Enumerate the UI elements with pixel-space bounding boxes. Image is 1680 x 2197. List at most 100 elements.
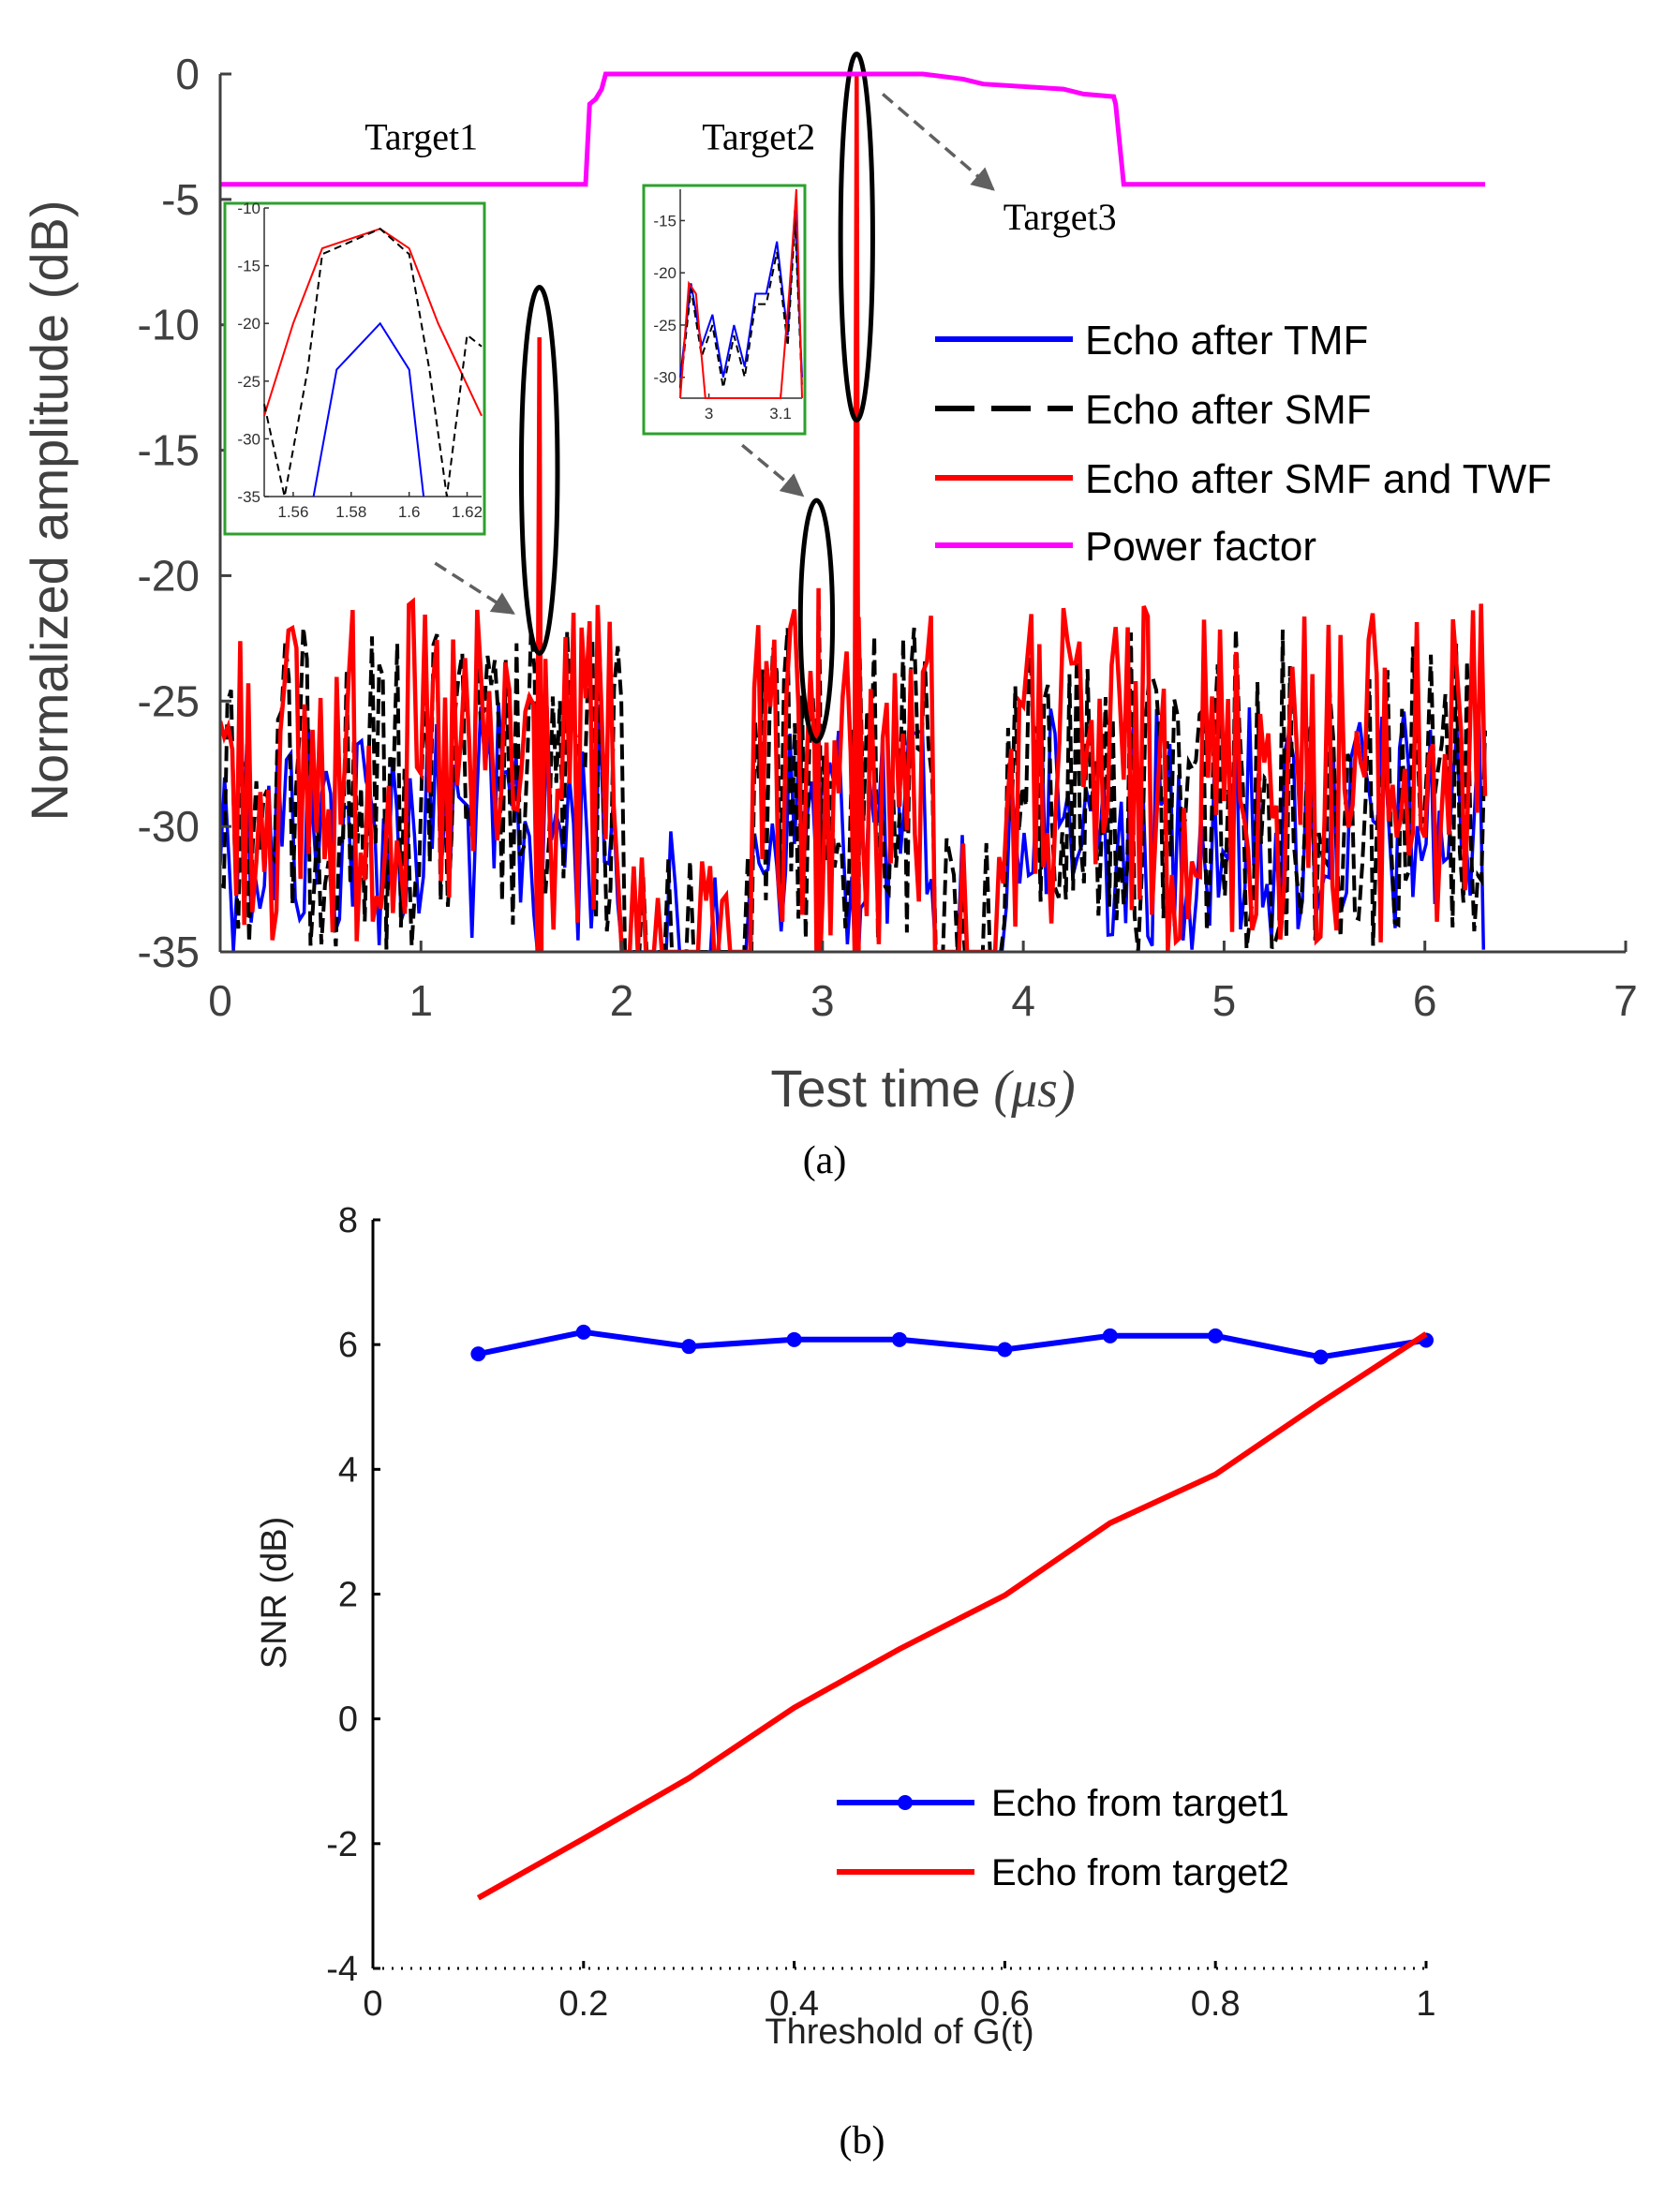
power-factor-series: [220, 71, 1485, 187]
x-tick-label-a-3: 3: [810, 976, 835, 1025]
inset-arrow-1: [741, 443, 805, 497]
inset1-line-smf: [263, 228, 483, 497]
y-ticks-b: 8 6 4 2 0 -2 -4: [326, 1201, 380, 1989]
inset2-y-tick-label-0: -15: [653, 212, 676, 230]
chart-panel-a: 0 1 2 3 4 5 6 7 0 -5 -10 -15 -20 -25 -30 -35 Test time…: [20, 50, 1638, 1182]
inset1-y-tick-label-0: -10: [237, 200, 260, 217]
legend-label-twf: Echo after SMF and TWF: [1085, 456, 1552, 502]
x-tick-label-a-1: 1: [409, 976, 433, 1025]
series-line-t2: [476, 1331, 1428, 1901]
x-tick-label-b-2: 0.4: [769, 1984, 819, 2024]
inset1-x-tick-label-3: 1.62: [452, 503, 483, 521]
inset1-y-tick-label-5: -35: [237, 488, 260, 506]
x-tick-label-b-4: 0.8: [1191, 1984, 1241, 2024]
y-ticks-a: 0 -5 -10 -15 -20 -25 -30 -35: [138, 50, 231, 976]
inset2-line-twf: [679, 188, 803, 399]
y-tick-label-a-6: -30: [138, 802, 200, 851]
legend-entry-twf: Echo after SMF and TWF: [935, 456, 1552, 502]
legend-a: Echo after TMF Echo after SMF Echo after…: [935, 318, 1552, 570]
inset1-x-tick-label-2: 1.6: [398, 503, 421, 521]
inset1-y-tick-label-3: -25: [237, 373, 260, 391]
inset1-y-tick-label-2: -20: [237, 315, 260, 333]
x-axis-label-a: Test time (μs): [770, 1059, 1075, 1119]
echo-smf-line: [220, 74, 1487, 952]
legend-label-tmf: Echo after TMF: [1085, 318, 1368, 364]
panel-label-a: (a): [803, 1139, 847, 1182]
point-t1-1: [575, 1324, 591, 1340]
point-t1-7: [1208, 1328, 1224, 1343]
y-axis-label-b: SNR (dB): [255, 1517, 294, 1670]
legend-label-smf: Echo after SMF: [1085, 387, 1372, 433]
inset-target2: 3 3.1 -15 -20 -25 -30: [642, 184, 807, 436]
legend-label-target2: Echo from target2: [991, 1852, 1289, 1893]
y-tick-label-b-5: -2: [326, 1825, 358, 1864]
y-tick-label-b-4: 0: [338, 1700, 358, 1740]
x-tick-label-a-6: 6: [1413, 976, 1437, 1025]
peak-ellipse-0: [518, 285, 560, 656]
x-tick-label-b-5: 1: [1416, 1984, 1435, 2024]
inset1-line-tmf: [312, 321, 425, 497]
y-tick-label-b-1: 6: [338, 1326, 358, 1365]
x-tick-label-a-4: 4: [1011, 976, 1035, 1025]
legend-label-power: Power factor: [1085, 524, 1316, 570]
inset2-line-tmf: [679, 210, 803, 378]
point-t1-5: [997, 1342, 1013, 1358]
y-tick-label-a-0: 0: [175, 50, 200, 98]
inset2-y-tick-label-2: -25: [653, 317, 676, 334]
point-t1-0: [470, 1346, 486, 1362]
inset1-x-tick-label-1: 1.58: [335, 503, 366, 521]
inset2-x-tick-label-0: 3: [705, 405, 713, 423]
legend-entry-tmf: Echo after TMF: [935, 318, 1368, 364]
point-t1-8: [1313, 1349, 1329, 1365]
y-tick-label-b-3: 2: [338, 1576, 358, 1615]
legend-b: Echo from target1 Echo from target2: [837, 1783, 1289, 1893]
inset1-x-tick-label-0: 1.56: [277, 503, 308, 521]
echo-twf-line: [220, 74, 1488, 952]
series-b: [470, 1324, 1434, 1901]
x-ticks-a: 0 1 2 3 4 5 6 7: [208, 941, 1638, 1025]
inset2-plot: 3 3.1 -15 -20 -25 -30: [653, 188, 803, 423]
x-ticks-b: 0 0.2 0.4 0.6 0.8 1: [363, 1961, 1436, 2024]
chart-panel-b: 0 0.2 0.4 0.6 0.8 1 8 6 4 2 0 -2 -4 Threshold of G(…: [255, 1201, 1436, 2162]
x-tick-label-a-0: 0: [208, 976, 232, 1025]
x-tick-label-b-0: 0: [363, 1984, 382, 2024]
inset-arrows: [434, 93, 995, 616]
power-factor-line: [220, 71, 1485, 187]
series-line-t1: [477, 1329, 1427, 1360]
legend-marker-target1: [898, 1795, 913, 1810]
inset2-frame: [642, 184, 807, 436]
legend-entry-target1: Echo from target1: [837, 1783, 1289, 1824]
label-target1: Target1: [364, 115, 478, 157]
x-axis-label-b: Threshold of G(t): [765, 2012, 1033, 2052]
point-t1-6: [1102, 1328, 1118, 1343]
inset-target1: 1.56 1.58 1.6 1.62 -10 -15 -20 -25 -30 -35: [223, 200, 486, 536]
axes-a: [218, 74, 1626, 954]
point-t1-4: [892, 1331, 907, 1347]
y-tick-label-a-1: -5: [161, 175, 200, 224]
label-target2: Target2: [702, 115, 815, 157]
inset1-y-tick-label-1: -15: [237, 258, 260, 275]
inset2-y-tick-label-1: -20: [653, 264, 676, 282]
inset-arrow-0: [434, 561, 515, 616]
y-tick-label-a-3: -15: [138, 426, 200, 475]
inset1-plot: 1.56 1.58 1.6 1.62 -10 -15 -20 -25 -30 -35: [237, 200, 483, 521]
x-tick-label-a-7: 7: [1613, 976, 1638, 1025]
point-t1-3: [786, 1331, 802, 1347]
legend-entry-smf: Echo after SMF: [935, 387, 1372, 433]
inset-arrow-2: [881, 93, 995, 191]
target-annotations: Target1 Target2 Target3: [364, 115, 1116, 238]
legend-label-target1: Echo from target1: [991, 1783, 1289, 1824]
y-tick-label-b-2: 4: [338, 1450, 358, 1490]
peak-ellipse-2: [838, 52, 875, 423]
label-target3: Target3: [1004, 196, 1117, 238]
inset2-y-tick-label-3: -30: [653, 369, 676, 387]
x-tick-label-a-2: 2: [610, 976, 634, 1025]
x-tick-label-b-3: 0.6: [980, 1984, 1030, 2024]
inset2-x-tick-label-1: 3.1: [769, 405, 792, 423]
inset1-y-tick-label-4: -30: [237, 430, 260, 448]
y-tick-label-b-6: -4: [326, 1950, 358, 1989]
echo-noise-traces: [220, 74, 1488, 952]
panel-label-b: (b): [840, 2119, 885, 2162]
y-tick-label-a-4: -20: [138, 551, 200, 600]
